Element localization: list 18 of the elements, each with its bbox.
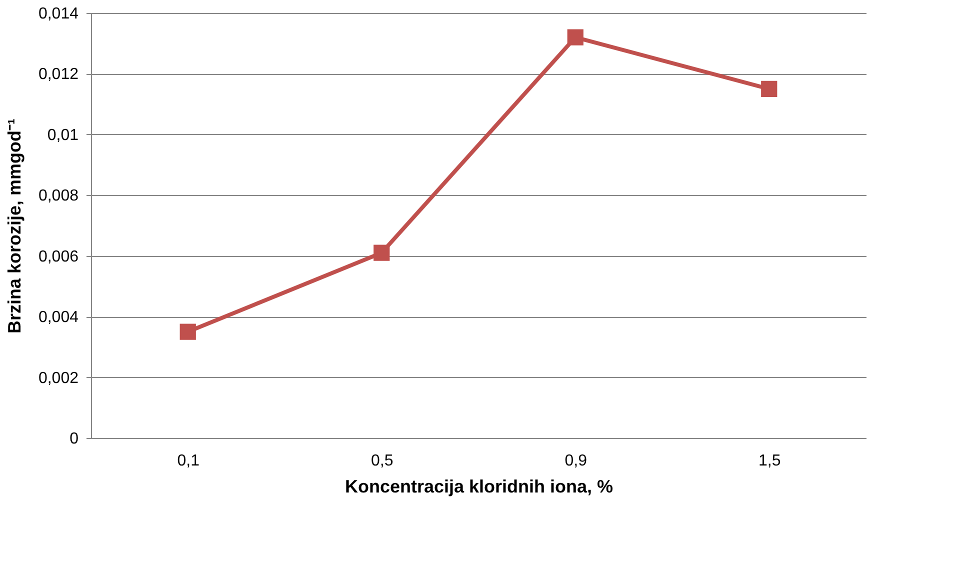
y-tick-label: 0,004	[38, 309, 79, 326]
point	[761, 80, 778, 97]
y-tick-label: 0,012	[38, 66, 79, 84]
x-tick-label: 0,9	[564, 452, 588, 470]
x-tick-label: 0,5	[371, 452, 394, 470]
x-axis-title: Koncentracija kloridnih iona, %	[344, 476, 614, 496]
y-tick-label: 0,006	[38, 248, 79, 266]
y-tick-label: 0,008	[38, 188, 79, 205]
y-tick-label: 0,01	[47, 126, 79, 144]
y-axis-title: Brzina korozije, mmgod⁻¹	[4, 118, 24, 334]
y-tick-label: 0,002	[38, 370, 79, 387]
x-tick-label: 0,1	[177, 452, 200, 470]
y-tick-label: 0,014	[38, 6, 79, 22]
x-tick-label: 1,5	[758, 452, 781, 470]
point	[374, 244, 390, 261]
point	[567, 29, 584, 46]
y-tick-label: 0	[70, 430, 79, 448]
point	[180, 324, 196, 340]
